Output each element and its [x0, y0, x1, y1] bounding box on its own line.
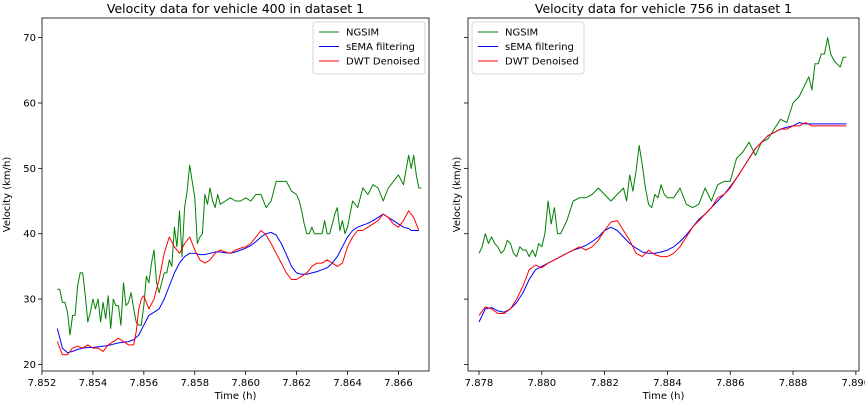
series-group	[478, 37, 847, 323]
series-line-ngsim	[57, 154, 422, 336]
x-tick-label: 7.880	[527, 378, 556, 389]
x-axis-label: Time (h)	[642, 391, 685, 402]
series-line-sema-filtering	[56, 213, 419, 354]
legend-entry: DWT Denoised	[505, 57, 579, 68]
series-line-dwt-denoised	[478, 122, 847, 316]
x-tick-label: 7.854	[79, 378, 108, 389]
y-tick-label: 70	[23, 33, 36, 44]
x-tick-label: 7.860	[231, 378, 260, 389]
x-tick-label: 7.888	[779, 378, 808, 389]
y-axis-label: Velocity (km/h)	[452, 157, 463, 233]
chart-panel-2: 7.878 7.880 7.882 7.884 7.886 7.888 7.890 Veloc…	[452, 1, 865, 402]
x-tick-label: 7.890	[842, 378, 865, 389]
chart-panel-1: 7.852 7.854 7.856 7.858 7.860 7.862 7.864 7.866…	[2, 1, 430, 402]
x-tick-label: 7.852	[28, 378, 57, 389]
x-tick-label: 7.856	[130, 378, 159, 389]
legend-entry: sEMA filtering	[346, 42, 415, 53]
x-tick-label: 7.862	[282, 378, 311, 389]
y-tick-label: 60	[23, 98, 36, 109]
series-line-ngsim	[478, 37, 847, 258]
x-tick-label: 7.858	[180, 378, 209, 389]
legend-box	[471, 21, 585, 75]
y-tick-label: 20	[23, 360, 36, 371]
series-group	[56, 154, 422, 356]
x-tick-label: 7.886	[716, 378, 745, 389]
x-tick-label: 7.866	[384, 378, 413, 389]
legend-entry: DWT Denoised	[346, 57, 420, 68]
legend: NGSIM sEMA filtering DWT Denoised	[312, 21, 426, 75]
chart-title: Velocity data for vehicle 756 in dataset…	[535, 1, 792, 16]
x-tick-label: 7.878	[465, 378, 494, 389]
legend-box	[312, 21, 426, 75]
x-tick-label: 7.884	[653, 378, 682, 389]
legend-entry: NGSIM	[505, 28, 538, 39]
y-tick-label: 30	[23, 295, 36, 306]
x-axis-label: Time (h)	[214, 391, 257, 402]
series-line-dwt-denoised	[56, 210, 420, 356]
y-tick-label: 50	[23, 164, 36, 175]
legend-entry: sEMA filtering	[505, 42, 574, 53]
x-tick-label: 7.882	[590, 378, 619, 389]
chart-title: Velocity data for vehicle 400 in dataset…	[107, 1, 364, 16]
axes-frame	[41, 17, 430, 372]
plot-area	[468, 18, 859, 371]
y-axis-label: Velocity (km/h)	[2, 157, 13, 233]
y-tick-label: 40	[23, 229, 36, 240]
axes-frame	[467, 17, 860, 372]
legend-entry: NGSIM	[346, 28, 379, 39]
x-tick-label: 7.864	[333, 378, 362, 389]
legend: NGSIM sEMA filtering DWT Denoised	[471, 21, 585, 75]
